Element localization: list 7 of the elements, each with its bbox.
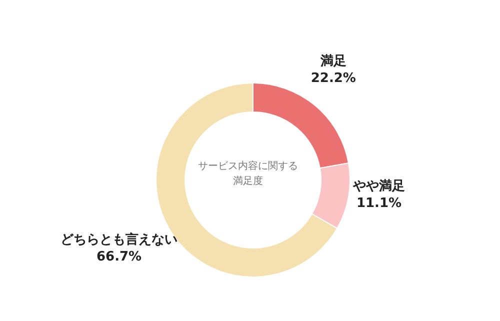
data-label: 11.1% (356, 196, 402, 211)
slice-label: やや満足 (352, 178, 406, 194)
slice-label: 満足 (319, 54, 346, 70)
data-label: 66.7% (96, 249, 142, 264)
slice-label: どちらとも言えない (60, 231, 178, 248)
data-label: 22.2% (310, 71, 356, 86)
text: サービス内容に関する満足度 (197, 160, 299, 189)
